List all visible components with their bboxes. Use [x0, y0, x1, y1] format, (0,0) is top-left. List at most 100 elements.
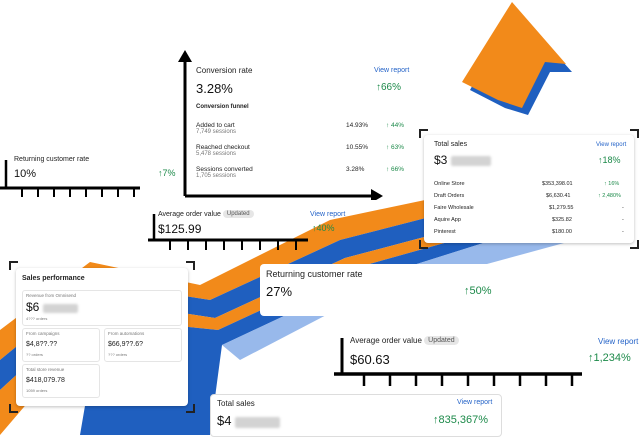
total-sales-bottom-view-report-link[interactable]: View report — [457, 399, 493, 406]
aov-big-view-report-link[interactable]: View report — [598, 337, 639, 346]
returning-rate-change: ↑7% — [158, 168, 176, 178]
conversion-rate-change: ↑66% — [376, 82, 402, 93]
revenue-box: From automations $66,9??.6? ??? orders — [104, 328, 182, 362]
revenue-box-label: Revenue from Omnisend — [26, 293, 77, 298]
returning-big-title: Returning customer rate — [266, 269, 363, 279]
aov-small-value: $125.99 — [158, 222, 202, 236]
channel-value: $1,279.55 — [549, 205, 574, 211]
aov-small-badge: Updated — [222, 210, 254, 218]
funnel-row-change: ↑ 66% — [386, 166, 405, 173]
revenue-box-label: From automations — [108, 331, 145, 336]
conversion-view-report-link[interactable]: View report — [374, 67, 410, 74]
axis-arrow-decoration — [178, 50, 383, 200]
funnel-row-change: ↑ 44% — [386, 122, 405, 129]
channel-change: - — [622, 229, 624, 235]
conversion-rate-card: Conversion rate View report 3.28% ↑66% C… — [192, 62, 414, 192]
channel-label: Faire Wholesale — [434, 205, 474, 211]
revenue-box-label: Total store revenue — [26, 367, 65, 372]
channel-change: ↑ 16% — [604, 181, 620, 187]
revenue-box-sub: 1059 orders — [26, 388, 48, 393]
aov-big-title: Average order value Updated — [350, 336, 459, 346]
total-sales-value-prefix: $3 — [434, 153, 448, 167]
ruler-decoration — [0, 160, 140, 197]
aov-small-view-report-link[interactable]: View report — [310, 211, 346, 218]
funnel-row-sub: 7,749 sessions — [196, 129, 237, 135]
revenue-box-hidden: 26,788.00 — [42, 304, 79, 313]
channel-change: - — [622, 205, 624, 211]
returning-rate-value: 10% — [14, 168, 37, 180]
channel-label: Pinterest — [434, 229, 456, 235]
channel-label: Draft Orders — [434, 193, 465, 199]
funnel-row-sub: 1,705 sessions — [196, 173, 237, 179]
revenue-box: Revenue from Omnisend $6 26,788.00 4??? … — [22, 290, 182, 326]
total-sales-value-hidden: 26,788.00 — [450, 156, 491, 166]
revenue-box-value: $418,079.78 — [26, 377, 65, 384]
conversion-funnel-title: Conversion funnel — [196, 104, 249, 110]
aov-small-change: ↑40% — [312, 223, 335, 233]
funnel-row-sub: 5,478 sessions — [196, 151, 237, 157]
channel-value: $180.00 — [552, 229, 572, 235]
conversion-rate-value: 3.28% — [196, 81, 233, 96]
funnel-row-pct: 3.28% — [346, 166, 365, 173]
revenue-box-sub: ??? orders — [108, 352, 128, 357]
funnel-row-change: ↑ 63% — [386, 144, 405, 151]
funnel-row-pct: 10.55% — [346, 144, 369, 151]
channel-value: $353,398.01 — [542, 181, 573, 187]
revenue-box-value: $4,8??.?? — [26, 341, 58, 348]
sales-performance-card: Sales performance Revenue from Omnisend … — [16, 268, 188, 406]
revenue-box-prefix: $6 — [26, 300, 40, 314]
aov-small-title: Average order value Updated — [158, 210, 254, 218]
channel-label: Online Store — [434, 181, 465, 187]
total-sales-bottom-value: $4 26,788.00 — [217, 413, 280, 428]
funnel-row-label: Reached checkout — [196, 144, 250, 151]
total-sales-value: $3 26,788.00 — [434, 153, 491, 167]
channel-label: Aquire App — [434, 217, 461, 223]
channel-row: Online Store $353,398.01 ↑ 16% — [434, 181, 624, 187]
total-sales-title: Total sales — [434, 141, 468, 148]
total-sales-view-report-link[interactable]: View report — [596, 142, 627, 148]
returning-rate-title: Returning customer rate — [14, 156, 90, 163]
channel-row: Pinterest $180.00 - — [434, 229, 624, 235]
revenue-box-sub: 4??? orders — [26, 316, 48, 321]
channel-row: Draft Orders $6,630.41 ↑ 2,480% — [434, 193, 624, 199]
channel-value: $325.82 — [552, 217, 572, 223]
revenue-box-value: $66,9??.6? — [108, 341, 144, 348]
total-sales-bottom-prefix: $4 — [217, 413, 232, 428]
returning-big-value: 27% — [266, 284, 293, 299]
ruler-decoration — [148, 214, 308, 250]
revenue-box-label: From campaigns — [26, 331, 60, 336]
channel-change: - — [622, 217, 624, 223]
funnel-row-label: Sessions converted — [196, 166, 253, 173]
aov-big-change: ↑1,234% — [588, 352, 631, 364]
revenue-box: From campaigns $4,8??.?? ?? orders — [22, 328, 100, 362]
total-sales-card-bottom: Total sales View report $4 26,788.00 ↑83… — [210, 394, 502, 437]
funnel-row-pct: 14.93% — [346, 122, 369, 129]
revenue-box: Total store revenue $418,079.78 1059 ord… — [22, 364, 100, 398]
aov-big-value: $60.63 — [350, 352, 390, 367]
corner-marks-decoration — [419, 129, 639, 249]
channel-row: Faire Wholesale $1,279.55 - — [434, 205, 624, 211]
total-sales-bottom-hidden: 26,788.00 — [235, 417, 280, 428]
corner-marks-decoration — [9, 261, 195, 413]
total-sales-bottom-change: ↑835,367% — [433, 414, 489, 426]
channel-row: Aquire App $325.82 - — [434, 217, 624, 223]
total-sales-change: ↑18% — [598, 155, 621, 165]
funnel-row-label: Added to cart — [196, 122, 235, 129]
aov-big-badge: Updated — [424, 336, 459, 346]
sales-performance-title: Sales performance — [22, 275, 85, 282]
aov-big-title-text: Average order value — [350, 336, 422, 345]
conversion-rate-title: Conversion rate — [196, 66, 253, 75]
revenue-box-sub: ?? orders — [26, 352, 43, 357]
aov-small-title-text: Average order value — [158, 210, 221, 218]
funnel-row: Reached checkout 5,478 sessions 10.55% ↑… — [196, 144, 406, 157]
channel-change: ↑ 2,480% — [598, 193, 621, 199]
funnel-row: Sessions converted 1,705 sessions 3.28% … — [196, 166, 406, 179]
ruler-decoration — [334, 338, 582, 386]
total-sales-channel-card: Total sales View report $3 26,788.00 ↑18… — [424, 135, 634, 243]
revenue-box-value: $6 26,788.00 — [26, 300, 79, 314]
total-sales-bottom-title: Total sales — [217, 399, 255, 408]
returning-big-change: ↑50% — [464, 285, 492, 297]
returning-rate-card: Returning customer rate 27% ↑50% — [260, 264, 506, 316]
channel-value: $6,630.41 — [546, 193, 571, 199]
funnel-row: Added to cart 7,749 sessions 14.93% ↑ 44… — [196, 122, 406, 135]
